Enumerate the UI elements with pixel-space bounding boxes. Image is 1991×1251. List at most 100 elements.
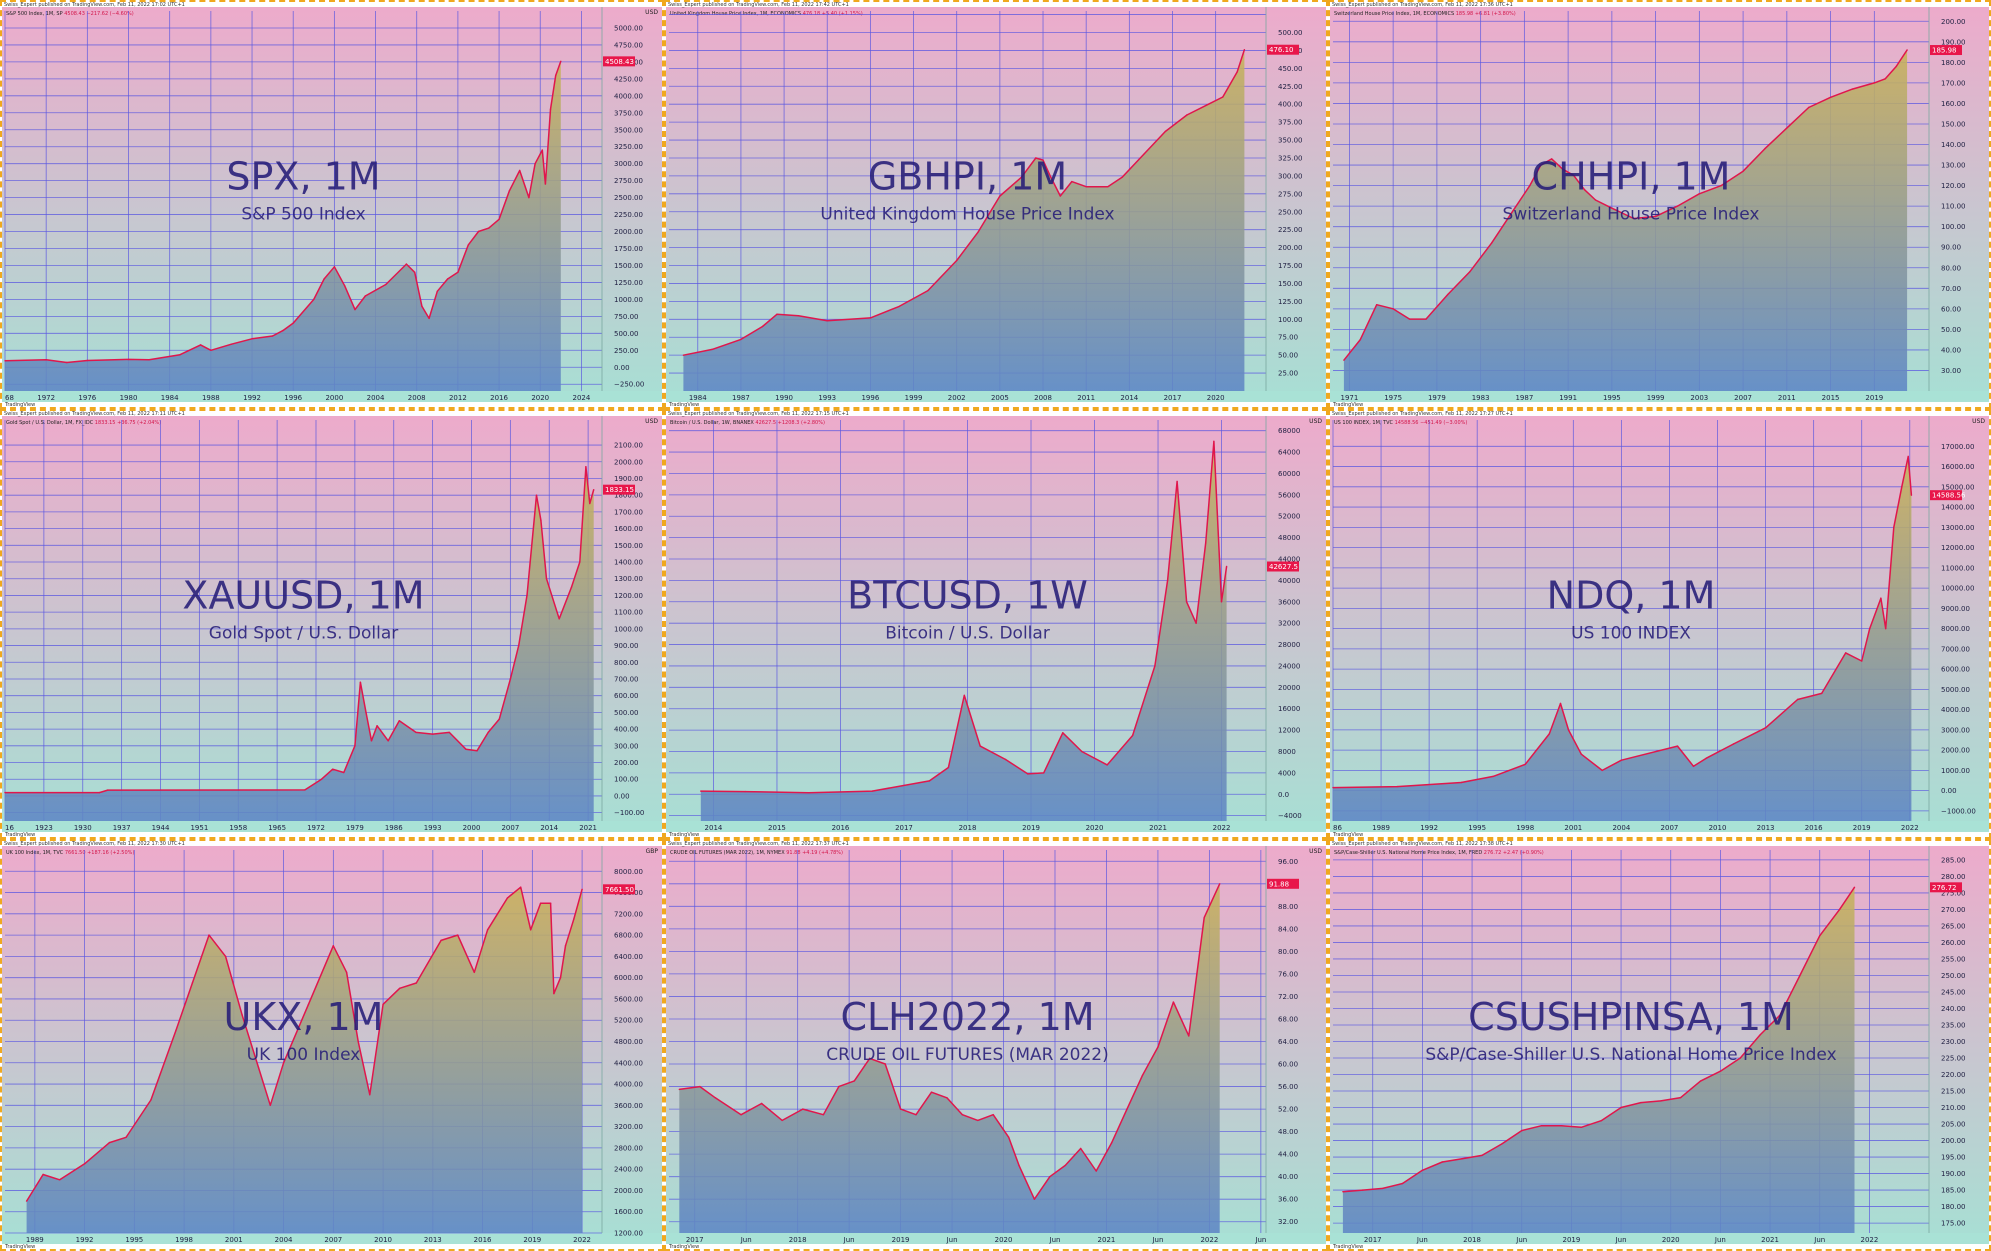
x-tick-label: 1930 — [74, 824, 92, 832]
x-tick-label: 1983 — [1472, 394, 1490, 402]
data-point — [1633, 217, 1635, 220]
chart-subheader-values: 42627.5 +1208.3 (+2.80%) — [755, 420, 825, 426]
y-tick-label: 5600.00 — [614, 995, 643, 1003]
data-point — [956, 259, 958, 262]
x-tick-label: Jun — [1416, 1236, 1428, 1244]
y-tick-label: 270.00 — [1941, 906, 1966, 914]
data-point — [1861, 660, 1863, 662]
data-point — [1764, 147, 1766, 150]
x-tick-label: 2020 — [995, 1236, 1013, 1244]
chart-panel-ndq: Swiss_Expert published on TradingView.co… — [1328, 409, 1991, 839]
last-value-box — [1930, 490, 1962, 501]
y-tick-label: 1000.00 — [1941, 767, 1970, 775]
data-point — [179, 354, 181, 356]
chart-panel-xauusd: Swiss_Expert published on TradingView.co… — [0, 409, 664, 839]
data-point — [1213, 440, 1215, 443]
data-point — [1157, 1046, 1159, 1048]
chart-subheader-values: 14588.56 −451.49 (−3.00%) — [1395, 420, 1468, 426]
x-tick-label: 2002 — [948, 394, 966, 402]
y-tick-label: 4750.00 — [614, 41, 643, 49]
y-tick-label: 1750.00 — [614, 245, 643, 253]
data-point — [1359, 338, 1361, 341]
data-point — [1035, 157, 1037, 159]
y-tick-label: 80.00 — [1941, 264, 1961, 272]
data-point — [1845, 652, 1847, 654]
x-tick-label: Jun — [1049, 1236, 1061, 1244]
x-tick-label: 2021 — [1761, 1236, 1779, 1244]
y-tick-label: 1200.00 — [614, 1230, 643, 1238]
data-point — [4, 360, 6, 362]
last-value-label: 1833.15 — [605, 486, 634, 494]
last-value-label: 4508.43 — [605, 58, 634, 66]
y-tick-label: 5000.00 — [1941, 686, 1970, 694]
data-point — [1376, 304, 1378, 306]
y-tick-label: 4000.00 — [1941, 706, 1970, 714]
y-tick-label: 180.00 — [1941, 59, 1966, 67]
y-tick-label: 44000 — [1278, 556, 1300, 564]
y-tick-label: 140.00 — [1941, 141, 1966, 149]
data-point — [1195, 622, 1197, 624]
data-point — [86, 359, 89, 362]
data-point — [83, 1163, 86, 1165]
data-point — [1081, 750, 1083, 753]
data-point — [1020, 176, 1023, 178]
chart-subheader-values: 185.98 +6.81 (+3.80%) — [1456, 11, 1516, 17]
data-point — [1699, 1080, 1702, 1082]
series-area-ukx — [26, 887, 583, 1233]
y-tick-label: 4000.00 — [614, 92, 643, 100]
data-points — [25, 886, 583, 1202]
data-point — [1207, 103, 1210, 105]
data-point — [714, 1097, 716, 1099]
last-value-box — [603, 56, 635, 67]
y-tick-label: 600.00 — [614, 692, 639, 700]
data-point — [1594, 199, 1597, 201]
y-tick-label: 220.00 — [1941, 1071, 1966, 1079]
last-value-box — [1267, 878, 1299, 889]
x-tick-label: 2022 — [1200, 1236, 1218, 1244]
data-point — [1786, 127, 1788, 129]
data-point — [1680, 1096, 1682, 1099]
chart-title: NDQ, 1M — [1547, 573, 1716, 617]
y-tick-label: 300.00 — [1278, 172, 1303, 180]
y-tick-label: 40.00 — [1941, 346, 1961, 354]
data-point — [354, 745, 356, 747]
chart-subtitle: United Kingdom House Price Index — [820, 205, 1114, 225]
data-point — [526, 594, 528, 597]
data-point — [148, 359, 150, 361]
data-point — [191, 982, 194, 984]
data-point — [1008, 1136, 1010, 1138]
last-value-label: 7661.50 — [605, 886, 634, 894]
data-point — [1176, 480, 1178, 483]
y-tick-label: 1250.00 — [614, 279, 643, 287]
data-point — [682, 354, 685, 356]
data-point — [898, 305, 900, 308]
y-tick-label: 40000 — [1278, 577, 1300, 585]
data-point — [1562, 168, 1564, 170]
y-tick-label: 275.00 — [1278, 190, 1303, 198]
x-tick-label: 1986 — [385, 824, 403, 832]
x-tick-label: 1984 — [161, 394, 179, 402]
y-tick-label: 1100.00 — [614, 609, 643, 617]
data-point — [1739, 1057, 1741, 1059]
data-point — [1611, 207, 1613, 209]
y-tick-label: 64.00 — [1278, 1038, 1298, 1046]
y-tick-label: 75.00 — [1278, 334, 1298, 342]
y-tick-label: 175.00 — [1941, 1220, 1966, 1228]
x-tick-label: 2021 — [579, 824, 597, 832]
data-point — [977, 1119, 979, 1122]
data-point — [488, 227, 490, 229]
y-tick-label: 0.00 — [614, 364, 630, 372]
data-point — [1033, 1198, 1036, 1200]
x-tick-label: 2001 — [225, 1236, 243, 1244]
data-point — [1049, 1176, 1051, 1178]
y-tick-label: 56.00 — [1278, 1083, 1298, 1091]
data-point — [448, 731, 450, 734]
x-tick-label: Jun — [740, 1236, 752, 1244]
x-tick-label: 1998 — [1516, 824, 1534, 832]
data-point — [1512, 209, 1515, 211]
y-tick-label: 210.00 — [1941, 1104, 1966, 1112]
chart-svg-xauusd: Swiss_Expert published on TradingView.co… — [2, 411, 662, 837]
x-tick-label: 2014 — [705, 824, 723, 832]
y-tick-label: 800.00 — [614, 659, 639, 667]
x-tick-label: 1984 — [689, 394, 707, 402]
